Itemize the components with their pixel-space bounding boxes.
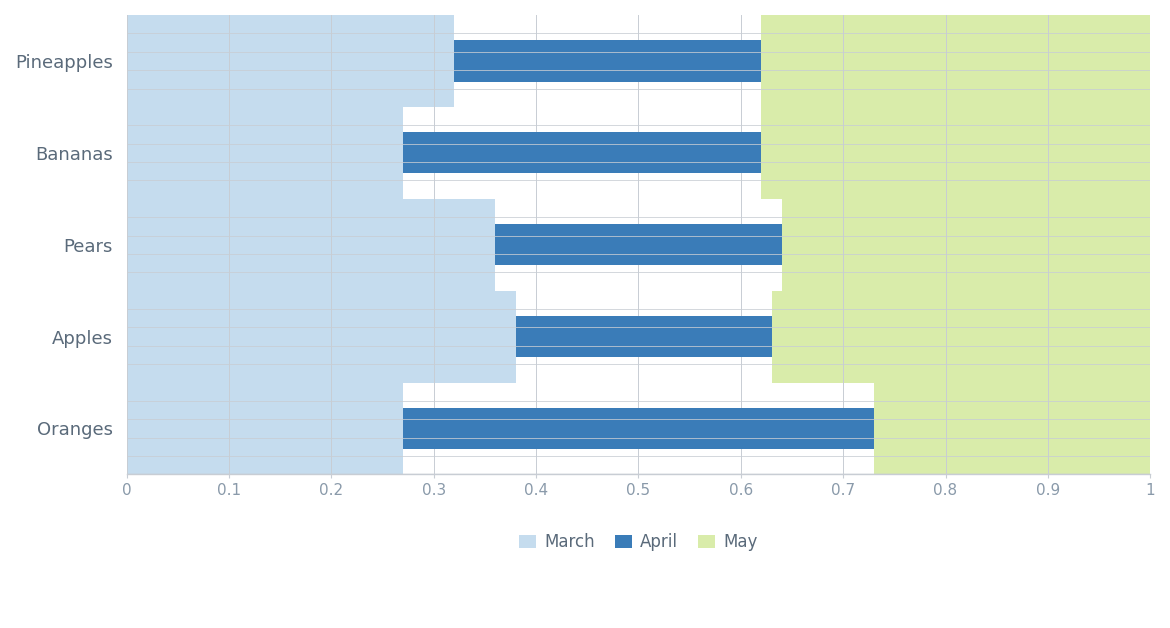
Bar xyxy=(874,382,1150,474)
Bar xyxy=(762,107,1150,198)
Bar xyxy=(126,15,454,107)
Bar xyxy=(782,198,1150,291)
Bar xyxy=(404,132,762,173)
Bar xyxy=(771,291,1150,382)
Bar xyxy=(126,198,495,291)
Bar xyxy=(126,382,404,474)
Bar xyxy=(454,40,762,82)
Legend: March, April, May: March, April, May xyxy=(512,527,764,558)
Bar xyxy=(495,224,782,266)
Bar xyxy=(762,15,1150,107)
Bar xyxy=(404,408,874,449)
Bar xyxy=(516,316,771,357)
Bar xyxy=(126,291,516,382)
Bar xyxy=(126,107,404,198)
